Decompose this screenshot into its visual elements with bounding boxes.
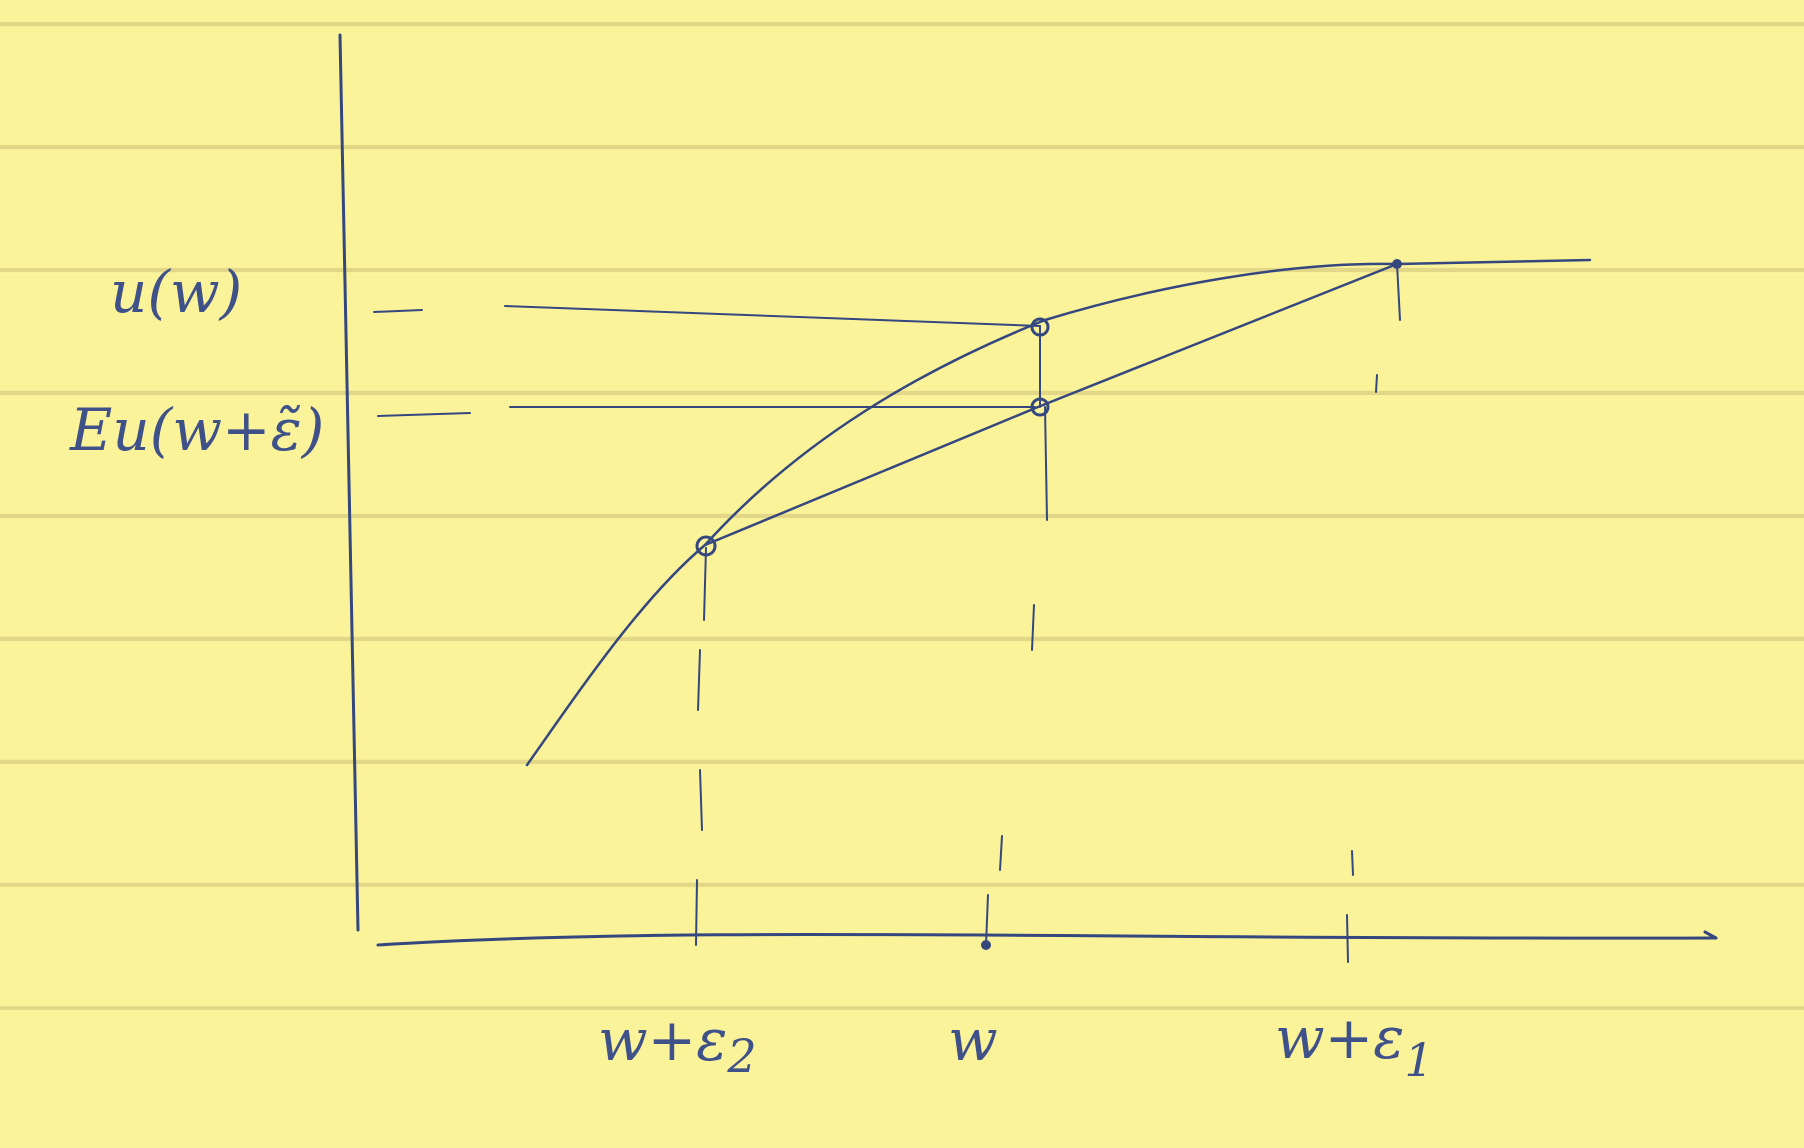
x-axis-arrow-tip — [1703, 930, 1718, 940]
x-axis — [376, 932, 1717, 947]
point-eu — [1030, 397, 1050, 417]
y-label-eu-w-eps: Eu(w+ε̃) — [69, 396, 324, 464]
y-label-u-w: u(w) — [110, 258, 242, 326]
w-eps1-vertical-guide — [1346, 263, 1401, 963]
point-u-w — [1030, 317, 1050, 337]
w-vertical-guide — [985, 325, 1048, 946]
point-w-eps2 — [695, 535, 717, 557]
chord-line — [703, 262, 1399, 547]
u-w-guide-line — [373, 305, 1041, 327]
x-label-w-eps2: w+ε2 — [598, 1006, 757, 1083]
utility-curve — [525, 258, 1592, 767]
w-eps2-vertical-guide — [695, 547, 707, 946]
y-axis — [338, 33, 360, 932]
x-label-w: w — [948, 1006, 998, 1074]
point-w-on-axis — [981, 940, 991, 950]
point-w-eps1 — [1392, 259, 1402, 269]
x-label-w-eps1: w+ε1 — [1275, 1004, 1434, 1087]
eu-guide-line — [377, 406, 1036, 417]
